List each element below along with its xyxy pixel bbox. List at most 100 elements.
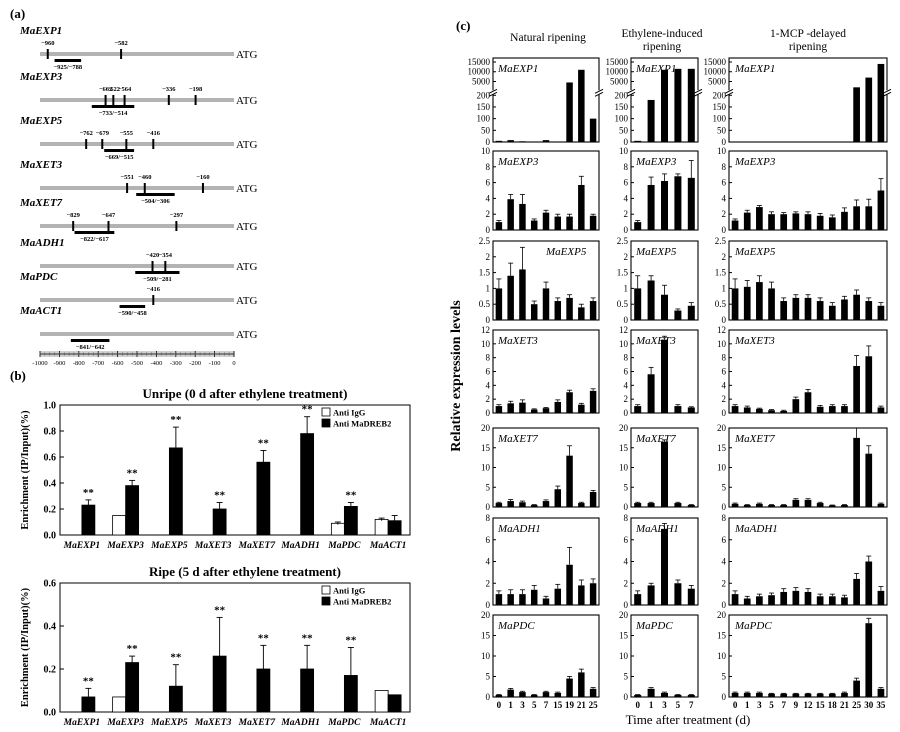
y-tick-label: 0 bbox=[722, 408, 727, 418]
y-tick-label: 2.5 bbox=[715, 236, 727, 246]
plot-frame bbox=[59, 404, 411, 536]
axis-break-gap bbox=[695, 90, 701, 95]
expression-bar bbox=[841, 692, 848, 697]
y-tick-label: 10 bbox=[481, 651, 491, 661]
y-tick-label: 20 bbox=[619, 610, 629, 620]
expression-bar bbox=[853, 294, 860, 320]
category-label: MaXET7 bbox=[238, 541, 277, 551]
atg-label: ATG bbox=[236, 183, 257, 195]
category-label: MaADH1 bbox=[280, 718, 320, 728]
expression-bar bbox=[792, 399, 800, 413]
expression-bar bbox=[841, 597, 848, 605]
expression-bar bbox=[804, 297, 812, 320]
x-tick-label: 35 bbox=[876, 700, 886, 710]
subplot-gene-label: MaPDC bbox=[635, 620, 673, 632]
binding-site-label: −551 bbox=[120, 174, 133, 181]
atg-label: ATG bbox=[236, 329, 257, 341]
expression-bar bbox=[542, 692, 550, 697]
expression-bar bbox=[507, 403, 514, 413]
scale-tick-label: -400 bbox=[150, 360, 162, 367]
chip-region-bar bbox=[136, 193, 175, 196]
scale-tick-label: -600 bbox=[112, 360, 124, 367]
expression-bar bbox=[519, 203, 526, 230]
chip-region-bar bbox=[91, 105, 135, 108]
y-tick-label: 100 bbox=[713, 114, 727, 124]
scale-tick-label: 0 bbox=[232, 360, 235, 367]
expression-bar bbox=[507, 594, 514, 605]
y-tick-label: 2 bbox=[624, 578, 629, 588]
expression-bar bbox=[495, 406, 503, 413]
chip-region-bar bbox=[70, 339, 110, 342]
expression-bar bbox=[687, 588, 695, 605]
y-tick-label: 200 bbox=[615, 90, 629, 100]
significance-mark: ** bbox=[302, 404, 314, 416]
y-tick-label: 10 bbox=[717, 651, 727, 661]
expression-bar bbox=[756, 692, 763, 697]
y-tick-label: 1.5 bbox=[479, 268, 491, 278]
x-tick-label: 9 bbox=[794, 700, 799, 710]
y-tick-label: 10000 bbox=[468, 67, 491, 77]
expression-bar bbox=[661, 294, 668, 320]
y-tick-label: 50 bbox=[717, 125, 727, 135]
x-tick-label: 15 bbox=[816, 700, 826, 710]
expression-bar bbox=[687, 177, 695, 230]
expression-bar bbox=[828, 693, 836, 697]
y-tick-label: 0 bbox=[722, 315, 727, 325]
expression-bar bbox=[634, 594, 642, 605]
expression-bar bbox=[731, 594, 739, 605]
binding-site-mark bbox=[112, 95, 115, 105]
y-tick-label: 20 bbox=[481, 423, 491, 433]
bar-madreb2 bbox=[125, 662, 140, 713]
category-label: MaXET3 bbox=[194, 718, 232, 728]
y-tick-label: 2 bbox=[624, 209, 629, 219]
expression-bar bbox=[816, 503, 824, 507]
category-label: MaEXP1 bbox=[63, 541, 100, 551]
y-tick-label: 50 bbox=[481, 125, 491, 135]
expression-bar bbox=[731, 220, 739, 230]
y-tick-label: 0 bbox=[722, 502, 727, 512]
legend-swatch bbox=[321, 596, 331, 606]
expression-bar bbox=[853, 206, 860, 230]
y-tick-label: 5000 bbox=[610, 76, 629, 86]
expression-bar bbox=[853, 578, 860, 605]
chip-chart-unripe: Unripe (0 d after ethylene treatment) 0.0… bbox=[20, 386, 411, 551]
expression-bar bbox=[554, 489, 562, 507]
expression-bar bbox=[865, 301, 873, 320]
binding-site-mark bbox=[143, 183, 146, 193]
significance-mark: ** bbox=[127, 643, 139, 655]
axis-break-mark bbox=[488, 88, 498, 94]
category-label: MaACT1 bbox=[369, 718, 406, 728]
expression-bar bbox=[865, 561, 873, 605]
expression-bar bbox=[877, 503, 885, 507]
binding-site-label: −555 bbox=[120, 130, 134, 137]
subplot-gene-label: MaEXP1 bbox=[497, 63, 538, 75]
expression-bar bbox=[566, 216, 573, 230]
legend-label: Anti IgG bbox=[333, 408, 366, 418]
significance-mark: ** bbox=[345, 635, 357, 647]
axis-break-mark bbox=[693, 91, 703, 97]
expression-bar bbox=[780, 301, 788, 320]
expression-bar bbox=[542, 288, 550, 320]
expression-grid: Natural ripening Ethylene-induced ripening… bbox=[449, 28, 892, 727]
y-tick-label: 15 bbox=[481, 443, 491, 453]
x-tick-label: 7 bbox=[544, 700, 549, 710]
category-label: MaEXP3 bbox=[106, 718, 144, 728]
subplot-gene-label: MaEXP5 bbox=[545, 246, 587, 258]
expression-bar bbox=[816, 301, 824, 320]
binding-site-label: −960 bbox=[41, 40, 54, 47]
binding-site-label: −416 bbox=[147, 130, 161, 137]
expression-bar bbox=[495, 503, 503, 507]
column-title-line: Ethylene-induced bbox=[621, 28, 702, 40]
y-tick-label: 10 bbox=[481, 463, 491, 473]
significance-mark: ** bbox=[214, 604, 226, 616]
y-tick-label: 100 bbox=[615, 114, 629, 124]
expression-bar bbox=[780, 693, 788, 697]
y-tick-label: 100 bbox=[477, 114, 491, 124]
atg-label: ATG bbox=[236, 221, 257, 233]
binding-site-mark bbox=[123, 95, 126, 105]
axis-break-gap bbox=[596, 90, 602, 95]
subplot-gene-label: MaEXP3 bbox=[497, 156, 539, 168]
y-tick-label: 6 bbox=[722, 367, 727, 377]
y-tick-label: 15 bbox=[717, 443, 727, 453]
